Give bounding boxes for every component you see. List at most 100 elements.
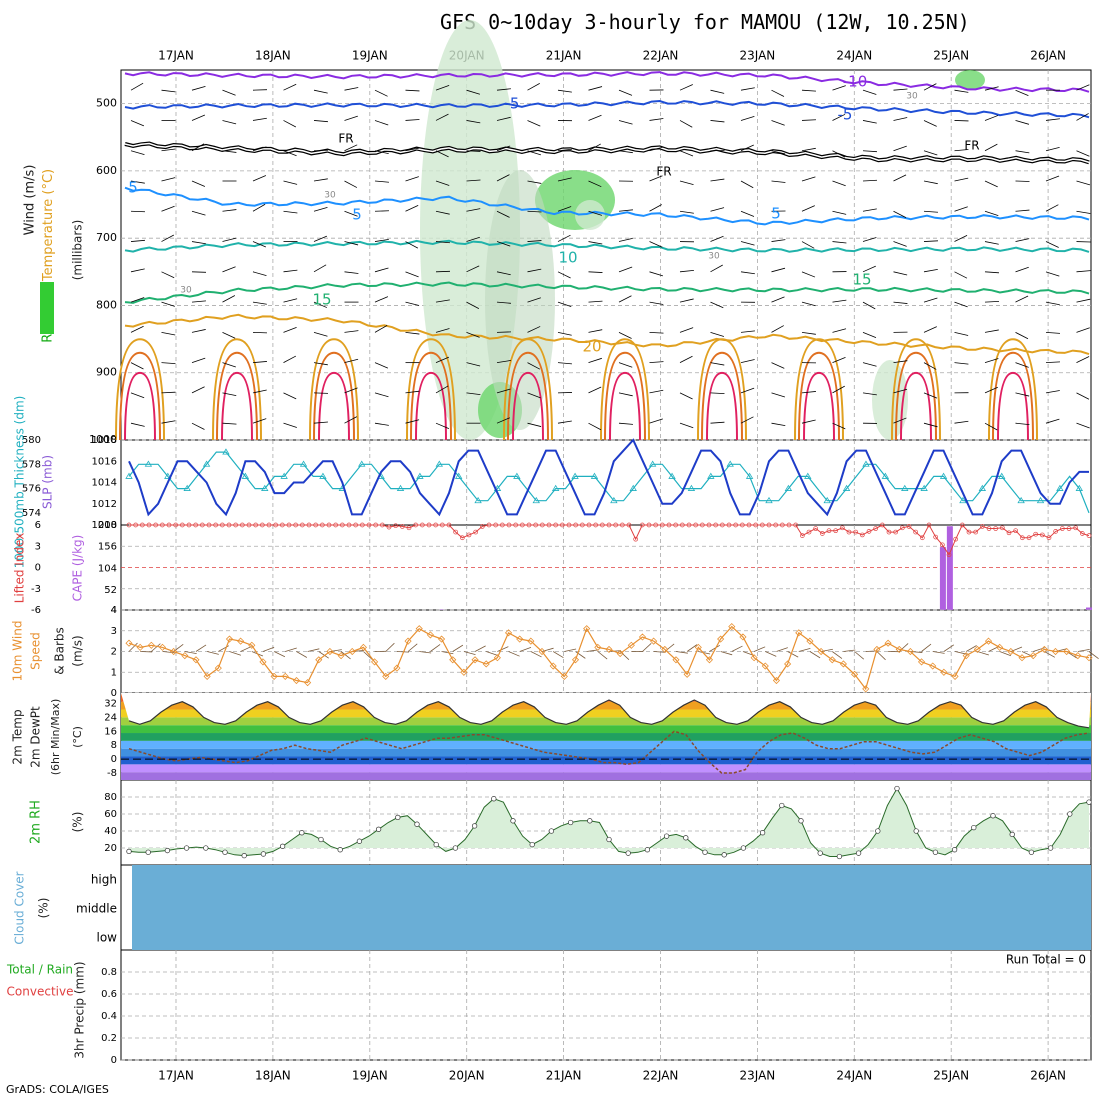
wind-barb [618,392,633,397]
wind-barb [954,301,968,308]
rh-marker [875,828,881,834]
wind-barb [984,210,999,216]
pressure-tick-label: 700 [96,231,117,244]
wind-barb [679,84,693,91]
li-marker [1039,532,1045,538]
wind-barb [1045,301,1060,306]
temp-color-band [121,756,1091,765]
wind-speed-marker [917,658,926,666]
rh-marker [510,818,516,824]
thickness-marker [648,460,657,467]
wind-barb-10m [765,651,777,657]
li-marker [873,526,879,531]
wind-barb [1076,180,1091,186]
pressure-tick-label: 500 [96,97,117,110]
wind-barb [435,356,450,364]
wind-barb-10m [329,649,342,652]
li-marker [219,522,225,528]
wind-barb [374,422,389,426]
wind-barb-10m [184,651,197,654]
temp-axis-label: (6hr Min/Max) [49,699,62,776]
rh-area [129,788,1089,857]
precip-legend-total: Total / Rain [6,963,73,977]
wind-barb [771,325,784,333]
li-marker [793,522,799,528]
wind-barb [252,271,267,277]
wind-barb [984,241,999,245]
wind-barb [222,422,237,425]
wind-barb [710,392,725,395]
wind-barb [801,176,816,182]
wind-barb [740,330,755,333]
li-marker [639,522,645,528]
wind-barb-10m [1044,651,1056,658]
isotherm-loop-temp_30 [318,371,350,441]
wind-barb-10m [396,651,409,653]
wind-barb [557,148,572,152]
li-marker [946,552,952,558]
precip-panel [120,949,1092,1061]
wind-speed-marker [125,639,133,647]
wind-barb-10m [1010,646,1023,652]
wind-speed-marker [516,635,524,643]
li-marker [859,532,865,538]
li-marker [359,522,365,528]
contour-label-rh: 30 [708,252,720,262]
wind-speed-marker [259,658,267,666]
dewpoint-line [128,730,1090,774]
thickness-marker [687,484,696,491]
wind-barb [1015,120,1030,125]
wind-barb [679,150,694,157]
wind-barb [191,329,206,333]
thickness-marker [881,472,890,479]
li-marker [906,524,912,529]
temp-color-band [121,701,1091,710]
wind-barb [1045,204,1059,212]
wind-barb [313,362,328,366]
li-marker [439,522,445,528]
rh-marker [990,813,996,819]
wind-tick-label: 2 [111,647,117,658]
cape-tick-label: 4 [111,605,117,616]
wind-speed-line [128,625,1090,691]
cape-bar [939,547,946,610]
rh-tick-label: 80 [104,792,117,803]
wind-barb-10m [363,651,373,660]
precip-tick-label: 0.8 [101,967,117,978]
temp-axis-label: 2m DewPt [29,706,43,768]
contour-label-minus5: -5 [838,106,853,124]
li-marker [246,522,252,528]
wind-barb [496,360,511,364]
rh-marker [299,830,305,836]
wind-barb [374,325,388,333]
thickness-line [128,451,1090,514]
wind-barb [1076,356,1090,363]
wind-barb [801,241,815,249]
li-marker [766,522,772,528]
isotherm-loop-temp_25 [119,351,161,441]
wind-speed-marker [616,650,624,658]
thickness-marker [784,484,793,491]
li-marker [426,522,432,528]
wind-barb-10m [597,651,608,660]
li-marker [846,529,852,535]
wind-barb [222,237,237,242]
wind-barb-10m [776,647,788,652]
wind-barb [618,332,632,339]
wind-barb [283,269,298,273]
contour-label-5: 5 [128,179,138,197]
wind-barb [984,422,998,431]
slp-tick-label: 1012 [92,499,117,510]
li-marker [926,522,932,528]
isotherm-loop-temp_30 [900,371,932,441]
wind-barb-10m [798,648,811,652]
slp-tick-label: 1018 [92,435,117,446]
wind-barb [557,234,571,242]
li-marker [586,522,592,528]
wind-barb [374,89,388,97]
rh-marker [1047,845,1054,851]
wind-barb [618,89,633,96]
wind-barb [1045,418,1060,424]
wind-speed-marker [326,647,334,656]
footer-credit: GrADS: COLA/IGES [6,1083,109,1096]
